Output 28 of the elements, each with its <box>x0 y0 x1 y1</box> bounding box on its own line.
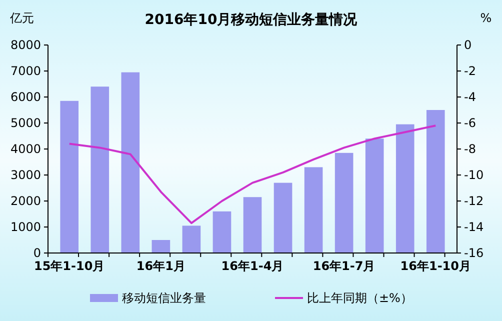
y2-tick-label: -16 <box>464 246 484 260</box>
x-tick-label: 16年1-4月 <box>221 259 284 273</box>
y2-tick-label: -12 <box>464 194 484 208</box>
y-tick-label: 3000 <box>10 168 41 182</box>
y2-tick-label: -14 <box>464 220 484 234</box>
y-tick-label: 0 <box>33 246 41 260</box>
x-tick-label: 16年1-7月 <box>312 259 376 273</box>
y2-tick-label: -8 <box>464 142 476 156</box>
y-tick-label: 5000 <box>10 116 41 130</box>
y2-tick-label: -4 <box>464 90 476 104</box>
chart-title: 2016年10月移动短信业务量情况 <box>144 12 358 28</box>
y2-tick-label: 0 <box>464 38 472 52</box>
y-tick-label: 7000 <box>10 64 41 78</box>
y-tick-label: 1000 <box>10 220 41 234</box>
y2-tick-label: -2 <box>464 64 476 78</box>
y2-tick-label: -10 <box>464 168 484 182</box>
y-tick-label: 8000 <box>10 38 41 52</box>
y-tick-label: 4000 <box>10 142 41 156</box>
y-axis-title: 亿元 <box>9 11 34 25</box>
y2-axis-title: % <box>480 11 492 25</box>
legend-label: 移动短信业务量 <box>122 291 206 306</box>
legend-label: 比上年同期（±%） <box>307 291 412 306</box>
x-tick-label: 16年1月 <box>136 259 186 273</box>
y-tick-label: 2000 <box>10 194 41 208</box>
x-tick-label: 16年1-10月 <box>400 259 471 273</box>
y-tick-label: 6000 <box>10 90 41 104</box>
y2-tick-label: -6 <box>464 116 476 130</box>
x-tick-label: 15年1-10月 <box>34 259 105 273</box>
